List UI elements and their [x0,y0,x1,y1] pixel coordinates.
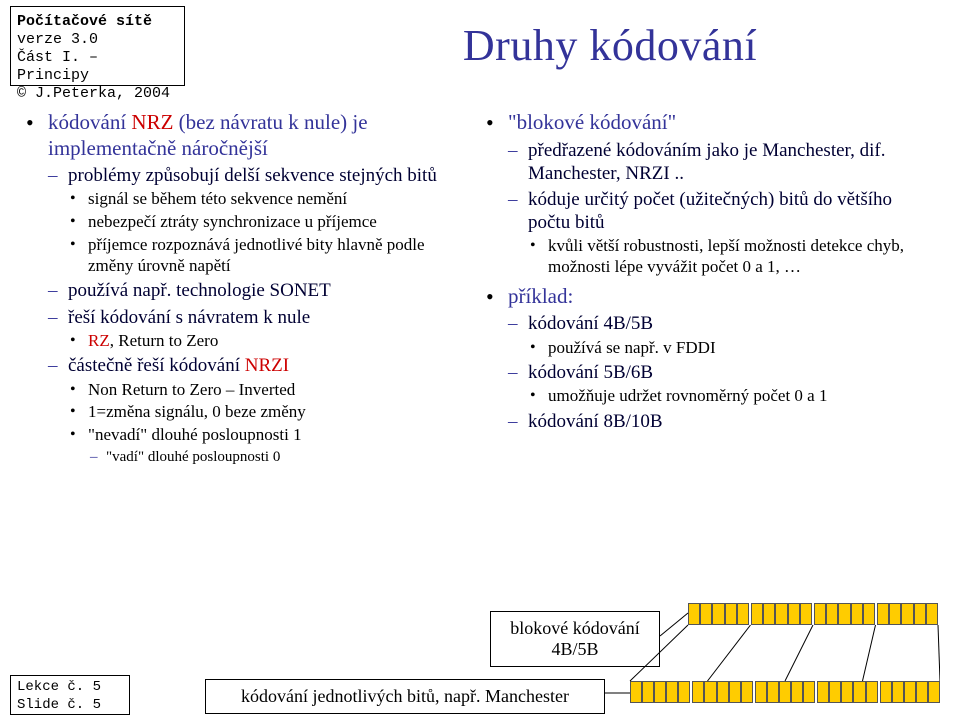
list-item: 1=změna signálu, 0 beze změny [68,402,474,423]
list-item: Non Return to Zero – Inverted [68,380,474,401]
right-column: "blokové kódování" předřazené kódováním … [480,110,940,670]
list-item: kódování NRZ (bez návratu k nule) je imp… [26,110,474,466]
list-item: příklad: kódování 4B/5B používá se např.… [486,284,934,434]
course-part: Část I. – Principy [17,49,98,84]
course-header: Počítačové sítě verze 3.0 Část I. – Prin… [10,6,185,86]
list-item: řeší kódování s návratem k nule RZ, Retu… [48,306,474,352]
slide-title-text: Druhy kódování [463,21,757,70]
list-item: kódování 5B/6B umožňuje udržet rovnoměrn… [508,361,934,407]
list-item: částečně řeší kódování NRZI Non Return t… [48,354,474,465]
list-item: "blokové kódování" předřazené kódováním … [486,110,934,278]
slide-number: Slide č. 5 [17,697,101,713]
list-item: kódování 4B/5B používá se např. v FDDI [508,312,934,358]
mapping-lines [180,601,940,713]
left-column: kódování NRZ (bez návratu k nule) je imp… [20,110,480,670]
list-item: předřazené kódováním jako je Manchester,… [508,139,934,185]
list-item: kvůli větší robustnosti, lepší možnosti … [528,236,934,277]
course-copyright: © J.Peterka, 2004 [17,85,170,102]
list-item: příjemce rozpoznává jednotlivé bity hlav… [68,235,474,276]
course-version: verze 3.0 [17,31,98,48]
list-item: signál se během této sekvence nemění [68,189,474,210]
encoding-diagram: blokové kódování 4B/5B kódování jednotli… [180,601,940,713]
content-area: kódování NRZ (bez návratu k nule) je imp… [20,110,940,670]
course-title: Počítačové sítě [17,13,152,30]
list-item: RZ, Return to Zero [68,331,474,352]
list-item: používá např. technologie SONET [48,279,474,302]
slide-title: Druhy kódování [300,20,920,71]
list-item: "nevadí" dlouhé posloupnosti 1 "vadí" dl… [68,425,474,466]
list-item: používá se např. v FDDI [528,338,934,359]
lecture-number: Lekce č. 5 [17,679,101,695]
list-item: problémy způsobují delší sekvence stejný… [48,164,474,276]
slide-footer: Lekce č. 5 Slide č. 5 [10,675,130,715]
list-item: kódování 8B/10B [508,410,934,433]
list-item: kóduje určitý počet (užitečných) bitů do… [508,188,934,278]
list-item: "vadí" dlouhé posloupnosti 0 [88,448,474,466]
list-item: umožňuje udržet rovnoměrný počet 0 a 1 [528,386,934,407]
list-item: nebezpečí ztráty synchronizace u příjemc… [68,212,474,233]
